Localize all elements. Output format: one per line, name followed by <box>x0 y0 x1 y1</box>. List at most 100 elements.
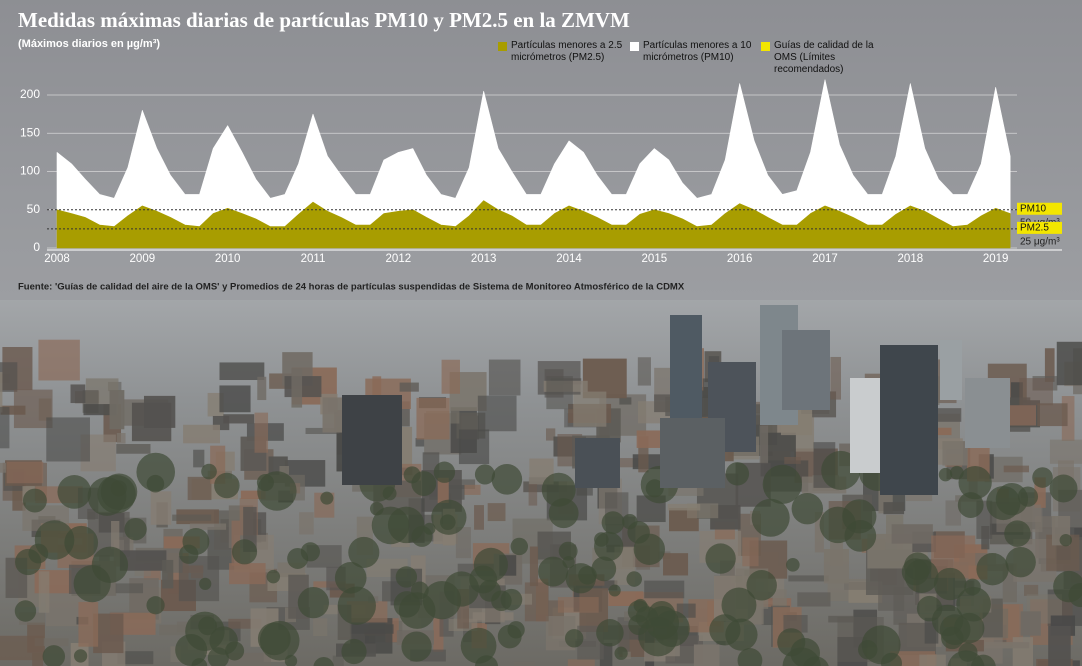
tree <box>369 501 384 516</box>
tree <box>1017 486 1039 507</box>
building <box>528 484 538 506</box>
tree <box>395 566 418 588</box>
tree <box>207 647 229 666</box>
building <box>891 524 933 544</box>
x-tick-label: 2015 <box>642 253 668 265</box>
building <box>1074 527 1082 538</box>
building <box>487 503 506 522</box>
y-tick-label: 100 <box>20 164 40 178</box>
building <box>488 359 521 396</box>
tree <box>124 517 147 541</box>
tree <box>73 649 88 663</box>
tree <box>497 624 522 649</box>
tree <box>199 577 212 591</box>
building <box>116 433 126 444</box>
building <box>619 397 632 405</box>
tree <box>777 628 806 657</box>
building <box>223 414 255 424</box>
tree <box>297 586 330 619</box>
building <box>604 458 640 468</box>
building <box>332 655 344 666</box>
building <box>116 444 151 454</box>
tree <box>880 652 903 666</box>
tree <box>182 528 210 555</box>
building <box>814 511 824 553</box>
x-tick-label: 2012 <box>386 253 412 265</box>
legend-entry: Guías de calidad de la OMS (Límites reco… <box>761 40 890 76</box>
legend-label: Partículas menores a 10 micrómetros (PM1… <box>643 40 752 63</box>
tree <box>57 475 92 509</box>
building <box>159 624 187 636</box>
building <box>163 536 200 549</box>
x-tick-label: 2013 <box>471 253 497 265</box>
building <box>299 512 314 535</box>
y-tick-label: 200 <box>20 87 40 101</box>
building <box>945 500 962 526</box>
building <box>254 412 269 453</box>
building <box>313 618 328 637</box>
tree <box>709 614 741 646</box>
tree <box>146 596 165 615</box>
building <box>189 523 227 530</box>
building <box>0 405 26 415</box>
tree <box>1032 467 1053 488</box>
tree <box>627 521 650 544</box>
building <box>219 362 265 381</box>
building <box>0 406 10 449</box>
building <box>279 465 289 475</box>
tree <box>614 646 628 660</box>
building <box>399 382 419 392</box>
tree <box>14 600 37 622</box>
tree <box>916 595 943 622</box>
x-tick-label: 2019 <box>983 253 1009 265</box>
building <box>119 550 167 571</box>
building <box>6 461 44 484</box>
tree <box>1059 533 1072 547</box>
tree <box>320 491 334 505</box>
building <box>1012 637 1034 666</box>
tree <box>100 473 138 511</box>
building <box>844 581 881 590</box>
building <box>93 613 124 654</box>
area <box>56 200 1011 249</box>
building <box>143 395 176 428</box>
tree <box>382 486 397 501</box>
building <box>437 477 449 503</box>
tree <box>635 606 659 629</box>
building <box>984 642 1030 649</box>
tree <box>565 563 596 594</box>
building <box>693 644 720 666</box>
reference-value-label: 25 μg/m³ <box>1020 237 1060 248</box>
building <box>13 389 53 429</box>
tree <box>191 658 208 666</box>
tree <box>300 542 320 562</box>
building <box>797 592 831 607</box>
tree <box>198 616 217 636</box>
tree <box>558 541 578 561</box>
tower <box>940 340 962 400</box>
building <box>455 527 471 559</box>
tree <box>474 464 496 485</box>
tree <box>591 556 617 582</box>
building <box>524 582 549 622</box>
tree <box>601 511 625 535</box>
tree <box>411 471 437 496</box>
building <box>183 424 220 444</box>
building <box>83 404 117 416</box>
building <box>474 505 484 530</box>
tower <box>782 330 830 410</box>
x-tick-label: 2009 <box>130 253 156 265</box>
building <box>117 651 154 665</box>
building <box>637 357 651 386</box>
building <box>513 661 535 666</box>
tree <box>737 648 763 666</box>
plot: 0 50 100 150 200 2008 2009 2010 2011 2012 2013 2014… <box>20 79 1062 265</box>
tree <box>259 620 300 661</box>
x-tick-label: 2016 <box>727 253 753 265</box>
tower <box>575 438 620 488</box>
tree <box>541 472 576 507</box>
chart-title: Medidas máximas diarias de partículas PM… <box>18 8 630 32</box>
building <box>109 390 125 430</box>
tree <box>1005 546 1036 578</box>
tree <box>401 631 432 662</box>
